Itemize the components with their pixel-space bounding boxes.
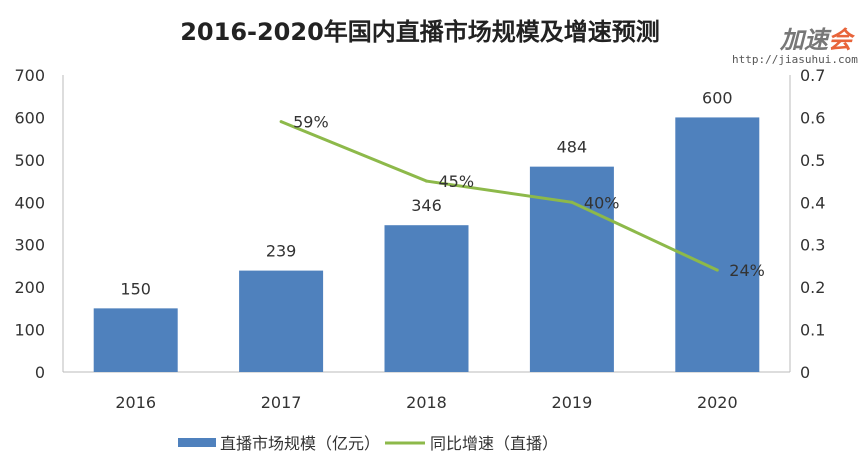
line-point (715, 268, 719, 272)
bar-2016 (93, 308, 178, 372)
right-tick-label: 0.2 (800, 278, 825, 297)
right-tick-label: 0 (800, 363, 810, 382)
watermark-logo: 加速会 http://jiasuhui.com (732, 26, 858, 66)
left-tick-label: 600 (14, 108, 45, 127)
bar-data-label: 346 (411, 196, 442, 215)
bar-data-label: 600 (702, 88, 733, 107)
right-tick-label: 0.6 (800, 108, 825, 127)
left-tick-label: 400 (14, 193, 45, 212)
right-tick-label: 0.5 (800, 151, 825, 170)
line-data-label: 59% (293, 113, 329, 132)
bar-2018 (384, 225, 469, 372)
chart-title: 2016-2020年国内直播市场规模及增速预测 (180, 18, 660, 46)
line-data-label: 40% (584, 193, 620, 212)
left-tick-label: 0 (35, 363, 45, 382)
watermark-url: http://jiasuhui.com (732, 53, 858, 66)
right-tick-label: 0.7 (800, 66, 825, 85)
bar-data-label: 150 (120, 279, 151, 298)
bar-data-label: 239 (266, 242, 297, 261)
right-tick-label: 0.4 (800, 193, 825, 212)
line-point (570, 200, 574, 204)
bar-2017 (239, 270, 324, 372)
left-tick-label: 200 (14, 278, 45, 297)
x-tick-label: 2017 (261, 393, 302, 412)
bar-data-label: 484 (557, 138, 588, 157)
legend: 直播市场规模（亿元） 同比增速（直播） (178, 434, 558, 453)
line-data-label: 24% (729, 261, 765, 280)
x-tick-label: 2016 (115, 393, 156, 412)
legend-label-line: 同比增速（直播） (430, 434, 558, 453)
legend-swatch-bar (178, 438, 216, 447)
line-point (279, 120, 283, 124)
legend-label-bar: 直播市场规模（亿元） (220, 434, 380, 453)
right-tick-label: 0.1 (800, 321, 825, 340)
line-point (425, 179, 428, 183)
right-tick-label: 0.3 (800, 236, 825, 255)
watermark-logo-text: 加速会 (779, 26, 856, 54)
growth-line (280, 120, 718, 272)
x-tick-label: 2020 (697, 393, 738, 412)
left-tick-label: 700 (14, 66, 45, 85)
left-tick-label: 500 (14, 151, 45, 170)
left-tick-label: 100 (14, 321, 45, 340)
line-data-label: 45% (439, 172, 475, 191)
x-tick-label: 2018 (406, 393, 447, 412)
left-tick-label: 300 (14, 236, 45, 255)
x-tick-label: 2019 (552, 393, 593, 412)
bar-2020 (675, 117, 760, 372)
